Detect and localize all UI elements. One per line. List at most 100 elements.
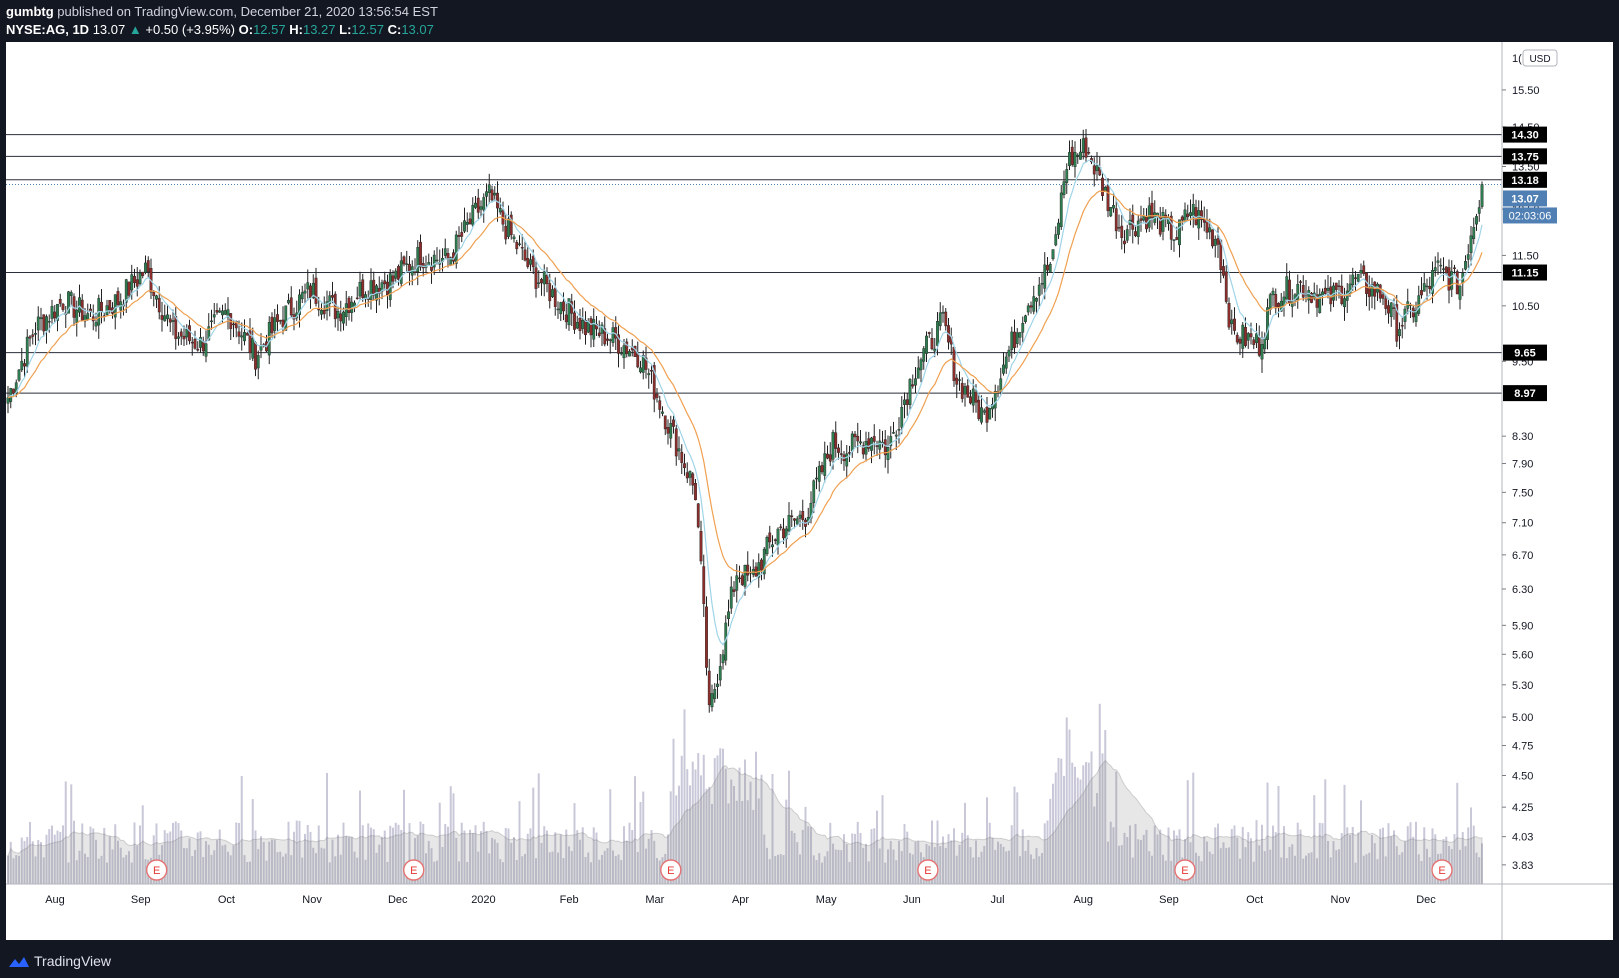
candle[interactable] <box>540 279 543 284</box>
candle[interactable] <box>1101 177 1104 196</box>
candle[interactable] <box>465 222 469 225</box>
candle[interactable] <box>798 514 802 519</box>
candle[interactable] <box>509 214 513 236</box>
candle[interactable] <box>650 370 653 372</box>
candle[interactable] <box>1301 285 1305 298</box>
candle[interactable] <box>534 267 538 289</box>
candle[interactable] <box>394 270 398 279</box>
candle[interactable] <box>408 263 411 272</box>
candle[interactable] <box>765 537 769 555</box>
candle[interactable] <box>1387 305 1390 314</box>
candle[interactable] <box>617 334 620 354</box>
candle[interactable] <box>1244 326 1247 346</box>
candle[interactable] <box>644 357 648 370</box>
candle[interactable] <box>614 327 618 339</box>
candle[interactable] <box>1065 169 1069 183</box>
candle[interactable] <box>130 274 134 291</box>
candle[interactable] <box>848 452 851 454</box>
candle[interactable] <box>985 407 989 423</box>
candle[interactable] <box>1249 333 1253 338</box>
candle[interactable] <box>1464 260 1467 270</box>
candle[interactable] <box>185 328 189 338</box>
candle[interactable] <box>586 321 590 333</box>
candle[interactable] <box>1213 239 1217 246</box>
candle[interactable] <box>1007 349 1011 357</box>
candle[interactable] <box>757 562 761 578</box>
candle[interactable] <box>256 355 260 369</box>
candle[interactable] <box>520 247 524 249</box>
candle[interactable] <box>1035 298 1038 302</box>
candle[interactable] <box>933 348 937 352</box>
candle[interactable] <box>1095 165 1099 172</box>
candle[interactable] <box>12 388 15 394</box>
candle[interactable] <box>325 301 329 311</box>
candle[interactable] <box>435 259 439 262</box>
candle[interactable] <box>471 205 475 226</box>
candle[interactable] <box>729 586 733 609</box>
candle[interactable] <box>925 335 928 354</box>
candle[interactable] <box>144 262 147 273</box>
candle[interactable] <box>914 378 917 386</box>
candle[interactable] <box>413 271 417 273</box>
candle[interactable] <box>339 313 343 322</box>
candle[interactable] <box>160 315 164 320</box>
candle[interactable] <box>1268 294 1272 310</box>
candle[interactable] <box>1472 227 1476 240</box>
candle[interactable] <box>86 313 90 320</box>
candle[interactable] <box>740 575 744 585</box>
candle[interactable] <box>42 314 46 332</box>
candle[interactable] <box>419 241 422 268</box>
candle[interactable] <box>166 314 169 320</box>
candle[interactable] <box>674 428 678 457</box>
candle[interactable] <box>1106 185 1110 212</box>
candle[interactable] <box>581 320 585 329</box>
candle[interactable] <box>628 351 631 357</box>
candle[interactable] <box>831 432 835 460</box>
candle[interactable] <box>1367 288 1371 297</box>
earnings-marker[interactable]: E <box>403 859 425 881</box>
candle[interactable] <box>883 439 887 456</box>
candle[interactable] <box>287 300 290 304</box>
candle[interactable] <box>1139 218 1143 221</box>
candle[interactable] <box>31 334 35 337</box>
candle[interactable] <box>1197 210 1201 229</box>
candle[interactable] <box>133 275 136 284</box>
candle[interactable] <box>702 566 706 604</box>
candle[interactable] <box>960 383 964 399</box>
candle[interactable] <box>474 202 477 208</box>
candle[interactable] <box>490 189 494 201</box>
candle[interactable] <box>289 297 293 316</box>
candle[interactable] <box>1389 302 1393 318</box>
candle[interactable] <box>988 408 992 420</box>
candle[interactable] <box>1040 283 1044 285</box>
candle[interactable] <box>1326 288 1330 291</box>
candle[interactable] <box>1018 332 1022 338</box>
candle[interactable] <box>303 290 307 294</box>
candle[interactable] <box>1172 239 1176 241</box>
candle[interactable] <box>1392 307 1396 309</box>
candle[interactable] <box>14 382 18 394</box>
level-tag[interactable] <box>1503 126 1547 143</box>
candle[interactable] <box>603 328 607 345</box>
candle[interactable] <box>267 322 271 356</box>
candle[interactable] <box>820 465 824 473</box>
candle[interactable] <box>738 577 741 580</box>
candle[interactable] <box>1120 225 1124 239</box>
candle[interactable] <box>75 309 79 323</box>
candle[interactable] <box>1123 240 1126 245</box>
candle[interactable] <box>776 528 780 546</box>
candle[interactable] <box>254 342 257 370</box>
candle[interactable] <box>498 207 502 213</box>
candle[interactable] <box>518 243 521 245</box>
candle[interactable] <box>529 259 532 265</box>
candle[interactable] <box>980 407 983 423</box>
candle[interactable] <box>944 311 948 327</box>
candle[interactable] <box>127 281 131 296</box>
candle[interactable] <box>515 242 519 250</box>
candle[interactable] <box>1037 284 1041 296</box>
candle[interactable] <box>204 343 208 357</box>
candle[interactable] <box>966 385 970 398</box>
candle[interactable] <box>1057 222 1060 235</box>
candle[interactable] <box>685 472 689 479</box>
